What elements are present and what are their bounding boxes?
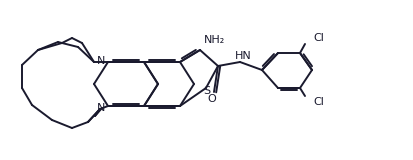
Text: O: O [207, 94, 216, 104]
Text: N: N [97, 103, 105, 113]
Text: S: S [203, 86, 210, 96]
Text: HN: HN [234, 51, 251, 61]
Text: Cl: Cl [312, 97, 323, 107]
Text: NH₂: NH₂ [204, 35, 225, 45]
Text: Cl: Cl [312, 33, 323, 43]
Text: N: N [97, 56, 105, 66]
